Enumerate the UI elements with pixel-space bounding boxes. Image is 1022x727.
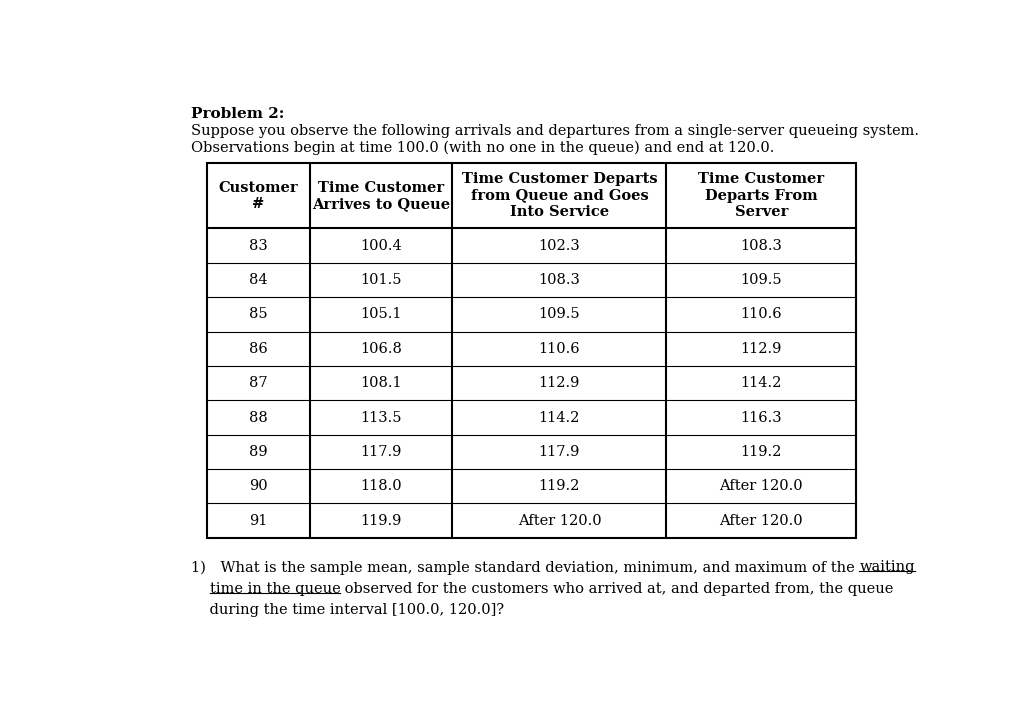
Text: 86: 86: [249, 342, 268, 356]
Text: 113.5: 113.5: [361, 411, 402, 425]
Text: After 120.0: After 120.0: [719, 514, 803, 528]
Text: 117.9: 117.9: [361, 445, 402, 459]
Text: 102.3: 102.3: [539, 238, 580, 253]
Text: 109.5: 109.5: [741, 273, 782, 287]
Text: 109.5: 109.5: [539, 308, 580, 321]
Text: 88: 88: [249, 411, 268, 425]
Text: Time Customer Departs
from Queue and Goes
Into Service: Time Customer Departs from Queue and Goe…: [462, 172, 657, 219]
Text: 119.9: 119.9: [361, 514, 402, 528]
Text: during the time interval [100.0, 120.0]?: during the time interval [100.0, 120.0]?: [191, 603, 504, 616]
Text: 108.3: 108.3: [539, 273, 580, 287]
Text: 116.3: 116.3: [741, 411, 782, 425]
Text: 85: 85: [249, 308, 268, 321]
Text: 119.2: 119.2: [539, 479, 580, 494]
Text: 83: 83: [249, 238, 268, 253]
Text: waiting: waiting: [860, 561, 915, 574]
Text: 112.9: 112.9: [539, 376, 580, 390]
Text: 84: 84: [249, 273, 268, 287]
Text: After 120.0: After 120.0: [517, 514, 601, 528]
Text: Customer
#: Customer #: [219, 180, 298, 211]
Text: 112.9: 112.9: [741, 342, 782, 356]
Text: time in the queue: time in the queue: [210, 582, 340, 595]
Text: 119.2: 119.2: [741, 445, 782, 459]
Text: After 120.0: After 120.0: [719, 479, 803, 494]
Text: 1) What is the sample mean, sample standard deviation, minimum, and maximum of t: 1) What is the sample mean, sample stand…: [191, 561, 860, 574]
Text: 105.1: 105.1: [361, 308, 402, 321]
Text: 110.6: 110.6: [741, 308, 782, 321]
Text: Time Customer
Arrives to Queue: Time Customer Arrives to Queue: [312, 180, 451, 211]
Text: 91: 91: [249, 514, 268, 528]
Text: 101.5: 101.5: [361, 273, 402, 287]
Text: 114.2: 114.2: [539, 411, 580, 425]
Text: 117.9: 117.9: [539, 445, 580, 459]
Text: 106.8: 106.8: [361, 342, 402, 356]
Text: 108.1: 108.1: [361, 376, 402, 390]
Text: Observations begin at time 100.0 (with no one in the queue) and end at 120.0.: Observations begin at time 100.0 (with n…: [191, 140, 775, 155]
Text: 87: 87: [249, 376, 268, 390]
Text: observed for the customers who arrived at, and departed from, the queue: observed for the customers who arrived a…: [340, 582, 893, 595]
Text: 110.6: 110.6: [539, 342, 580, 356]
Text: Problem 2:: Problem 2:: [191, 107, 284, 121]
Text: 108.3: 108.3: [741, 238, 782, 253]
Text: 100.4: 100.4: [361, 238, 402, 253]
Text: 89: 89: [249, 445, 268, 459]
Text: 118.0: 118.0: [361, 479, 402, 494]
Text: Suppose you observe the following arrivals and departures from a single-server q: Suppose you observe the following arriva…: [191, 124, 919, 137]
Text: 114.2: 114.2: [741, 376, 782, 390]
Text: 90: 90: [249, 479, 268, 494]
Text: Time Customer
Departs From
Server: Time Customer Departs From Server: [698, 172, 825, 219]
